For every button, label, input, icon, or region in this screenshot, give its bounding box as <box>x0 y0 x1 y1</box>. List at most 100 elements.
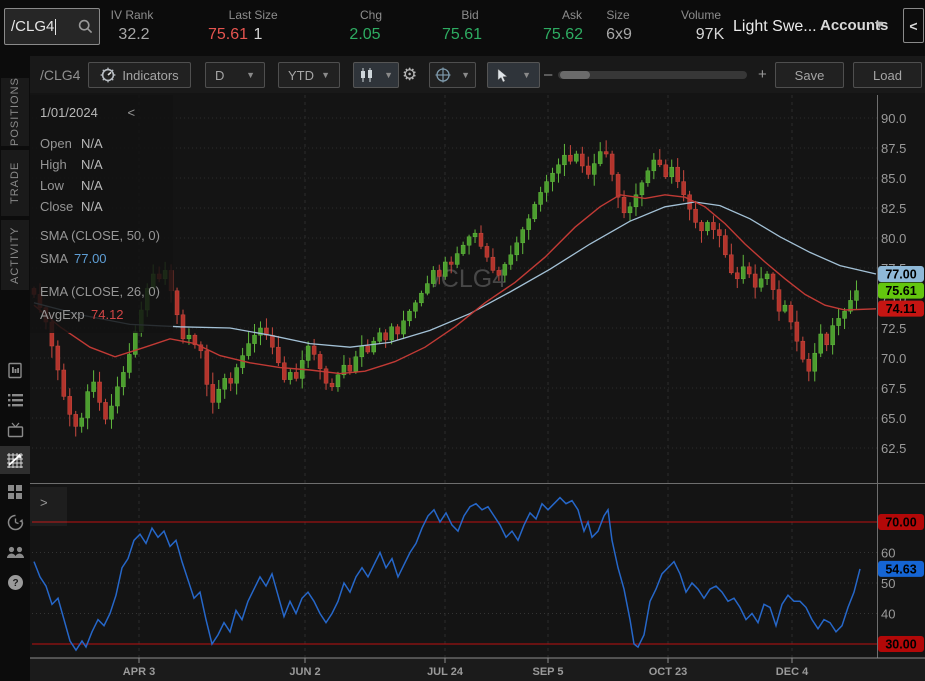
chart-settings-button[interactable]: ⚙ <box>402 65 417 85</box>
svg-text:54.63: 54.63 <box>885 562 916 576</box>
cursor-tool-dropdown[interactable]: ▼ <box>487 62 540 88</box>
indicator-badge: 30.00 <box>878 636 924 652</box>
top-quote-bar: /CLG4 IV Rank 32.2 Last 75.61 Size 1 Chg 2.05 Bi… <box>0 0 925 56</box>
help-icon[interactable]: ? <box>0 568 30 596</box>
chevron-down-icon: ▼ <box>522 70 531 80</box>
close-label: Close <box>40 199 74 214</box>
stat-chg: Chg 2.05 <box>349 8 383 43</box>
svg-text:70.00: 70.00 <box>885 516 916 530</box>
svg-text:APR 3: APR 3 <box>123 666 155 678</box>
save-button[interactable]: Save <box>775 62 844 88</box>
text-caret <box>55 18 57 35</box>
sma-label: SMA <box>40 251 69 266</box>
stat-last: Last 75.61 <box>207 8 252 43</box>
svg-text:77.00: 77.00 <box>885 268 916 282</box>
svg-text:82.5: 82.5 <box>881 201 906 216</box>
svg-text:60: 60 <box>881 546 895 561</box>
history-clock-icon[interactable] <box>0 508 30 536</box>
search-icon <box>78 19 93 34</box>
rsi-line <box>33 496 861 652</box>
svg-text:62.5: 62.5 <box>881 441 906 456</box>
lower-panel-expander[interactable]: > <box>30 487 67 526</box>
date-back-arrow[interactable]: < <box>127 105 136 120</box>
load-button[interactable]: Load <box>853 62 922 88</box>
svg-text:72.5: 72.5 <box>881 321 906 336</box>
svg-text:74.11: 74.11 <box>886 302 917 316</box>
sidebar-tab-activity[interactable]: ACTIVITY <box>1 220 29 290</box>
left-sidebar: POSITIONS TRADE ACTIVITY ? <box>0 56 30 681</box>
journal-icon[interactable] <box>0 356 30 384</box>
timeframe-value: D <box>215 67 225 83</box>
svg-text:40: 40 <box>881 607 895 622</box>
chart-toolbar: /CLG4 Indicators D ▼ YTD ▼ ▼ ⚙ <box>30 56 925 93</box>
ema-label: AvgExp <box>40 307 85 322</box>
svg-text:DEC 4: DEC 4 <box>776 666 809 678</box>
sidebar-tab-positions[interactable]: POSITIONS <box>1 78 29 146</box>
chart-canvas[interactable]: 90.087.585.082.580.077.575.072.570.067.5… <box>30 93 925 681</box>
ema-line <box>33 194 877 375</box>
svg-text:85.0: 85.0 <box>881 171 906 186</box>
chart-symbol-label: /CLG4 <box>40 67 81 83</box>
high-value: N/A <box>81 157 103 172</box>
indicators-button[interactable]: Indicators <box>88 62 191 88</box>
chart-date: 1/01/2024 <box>40 105 98 120</box>
svg-text:50: 50 <box>881 576 895 591</box>
chevron-down-icon: ▼ <box>461 70 470 80</box>
zoom-slider[interactable] <box>558 71 747 79</box>
chevron-down-icon: ▼ <box>246 70 255 80</box>
grid-icon[interactable] <box>0 478 30 506</box>
chevron-down-icon[interactable]: ▼ <box>874 19 885 31</box>
lower-grid: 60 50 40 <box>32 521 895 645</box>
chevron-down-icon: ▼ <box>321 70 330 80</box>
svg-text:70.0: 70.0 <box>881 351 906 366</box>
crosshair-dropdown[interactable]: ▼ <box>429 62 476 88</box>
gear-icon: ⚙ <box>402 65 418 84</box>
cursor-arrow-icon <box>497 67 508 82</box>
list-icon[interactable] <box>0 386 30 414</box>
people-icon[interactable] <box>0 538 30 566</box>
ema-value: 74.12 <box>91 307 124 322</box>
indicator-badge: 70.00 <box>878 514 924 530</box>
chart-grid-icon[interactable] <box>0 446 30 474</box>
instrument-description: Light Swe... <box>733 18 817 35</box>
zoom-slider-handle[interactable] <box>560 71 590 79</box>
svg-text:SEP 5: SEP 5 <box>533 666 564 678</box>
crosshair-icon <box>435 67 451 83</box>
sma-value: 77.00 <box>74 251 107 266</box>
collapse-panel-button[interactable]: < <box>903 8 924 43</box>
svg-text:90.0: 90.0 <box>881 111 906 126</box>
svg-text:JUN 2: JUN 2 <box>289 666 320 678</box>
low-value: N/A <box>81 178 103 193</box>
chart-area[interactable]: 90.087.585.082.580.077.575.072.570.067.5… <box>30 93 925 681</box>
symbol-input-value: /CLG4 <box>11 18 55 35</box>
low-label: Low <box>40 178 64 193</box>
symbol-input[interactable]: /CLG4 <box>4 8 100 45</box>
zoom-in-button[interactable]: + <box>758 66 767 83</box>
indicators-gauge-icon <box>100 67 116 83</box>
svg-text:65.0: 65.0 <box>881 411 906 426</box>
sidebar-tab-trade[interactable]: TRADE <box>1 150 29 216</box>
timeframe-dropdown[interactable]: D ▼ <box>205 62 265 88</box>
accounts-menu[interactable]: Accounts <box>820 17 889 34</box>
stat-bid: Bid 75.61 <box>441 8 483 43</box>
range-value: YTD <box>288 67 314 83</box>
ema-study-title: EMA (CLOSE, 26, 0) <box>40 284 160 299</box>
svg-text:75.61: 75.61 <box>885 284 916 298</box>
sma-line <box>33 201 877 348</box>
tv-icon[interactable] <box>0 416 30 444</box>
svg-text:87.5: 87.5 <box>881 141 906 156</box>
chart-type-dropdown[interactable]: ▼ <box>353 62 399 88</box>
stat-size: Size 1 <box>253 8 278 43</box>
stat-ask: Ask 75.62 <box>542 8 584 43</box>
open-value: N/A <box>81 136 103 151</box>
chevron-down-icon: ▼ <box>384 70 393 80</box>
stat-volume: Volume 97K <box>680 8 725 43</box>
indicator-badge: 54.63 <box>878 560 924 577</box>
range-dropdown[interactable]: YTD ▼ <box>278 62 340 88</box>
high-label: High <box>40 157 67 172</box>
zoom-out-button[interactable]: – <box>544 66 553 83</box>
stat-iv-rank: IV Rank 32.2 <box>110 8 154 43</box>
price-badge: 74.11 <box>878 300 924 317</box>
close-value: N/A <box>81 199 103 214</box>
